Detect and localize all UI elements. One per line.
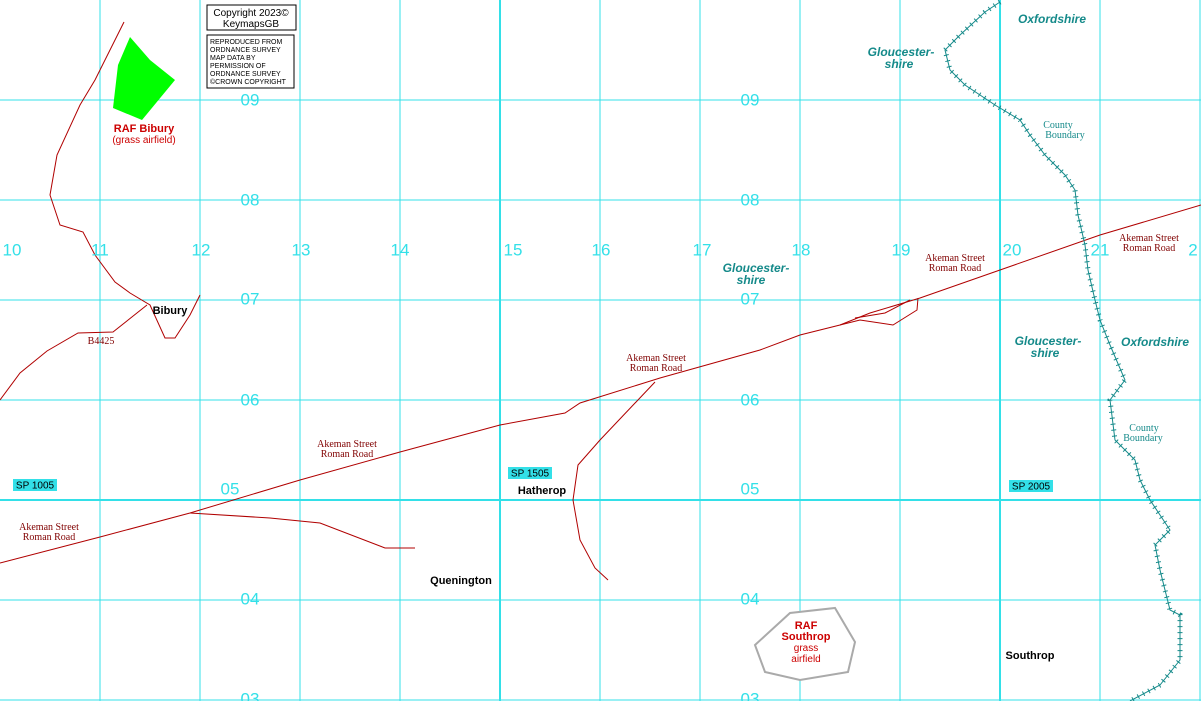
copyright-text: Copyright 2023©	[213, 8, 289, 19]
boundary-label: Boundary	[1045, 130, 1084, 141]
northing-label: 04	[741, 589, 760, 608]
road-label: Roman Road	[929, 263, 982, 274]
county-label: Gloucester-	[1015, 334, 1082, 348]
copyright: Copyright 2023© KeymapsGB REPRODUCED FRO…	[206, 4, 297, 89]
road-label: Akeman Street	[1119, 233, 1179, 244]
boundary-line	[944, 1, 1181, 701]
place-label: Hatherop	[518, 485, 567, 497]
easting-label: 19	[892, 240, 911, 259]
county-label: shire	[885, 57, 914, 71]
permission-line: REPRODUCED FROM	[210, 39, 283, 46]
place-label: Quenington	[430, 575, 492, 587]
boundary-label: Boundary	[1123, 433, 1162, 444]
county-label: Gloucester-	[868, 45, 935, 59]
easting-label: 16	[592, 240, 611, 259]
place-label: Bibury	[153, 305, 189, 317]
road	[0, 304, 148, 401]
boundary-label: County	[1129, 423, 1158, 434]
county-label: Oxfordshire	[1018, 12, 1086, 26]
permission-line: MAP DATA BY	[210, 55, 256, 62]
northing-label: 05	[221, 479, 240, 498]
northing-label: 09	[241, 90, 260, 109]
grid-square-box	[13, 479, 57, 491]
easting-label: 17	[693, 240, 712, 259]
easting-label: 18	[792, 240, 811, 259]
county-label: shire	[1031, 346, 1060, 360]
easting-label: 15	[504, 240, 523, 259]
airfield-name: Southrop	[782, 631, 831, 643]
northing-label: 06	[741, 390, 760, 409]
copyright-box	[206, 4, 297, 31]
places: Bibury Hatherop Quenington Southrop	[153, 305, 1055, 662]
airfield-note: grass	[794, 643, 818, 654]
northing-label: 04	[241, 589, 260, 608]
road-label: Roman Road	[1123, 243, 1176, 254]
northing-label: 03	[741, 689, 760, 701]
airfield-name: RAF Bibury	[114, 123, 175, 135]
road-label: Akeman Street	[626, 353, 686, 364]
permission-box	[206, 34, 295, 89]
road-label: Roman Road	[321, 449, 374, 460]
grid-square-label: SP 1505	[511, 469, 550, 480]
county-label: Oxfordshire	[1121, 335, 1189, 349]
easting-label: 10	[3, 240, 22, 259]
county-label: Gloucester-	[723, 261, 790, 275]
easting-label: 11	[91, 240, 109, 259]
airfield-name: RAF	[795, 620, 818, 632]
boundary-label: County	[1043, 120, 1072, 131]
grid-square-box	[1009, 480, 1053, 492]
airfield-note: (grass airfield)	[112, 135, 175, 146]
road	[49, 21, 201, 339]
northing-label: 05	[741, 479, 760, 498]
airfield-labels: RAF Bibury (grass airfield) RAF Southrop…	[112, 123, 830, 665]
road	[0, 204, 1201, 564]
county-labels: Oxfordshire Oxfordshire Gloucester- shir…	[723, 12, 1190, 444]
airfield-area	[113, 37, 175, 120]
easting-label: 12	[192, 240, 211, 259]
grid-squares: SP 1005 SP 1505 SP 2005	[13, 467, 1053, 493]
permission-line: PERMISSION OF	[210, 63, 266, 70]
grid-square-label: SP 2005	[1012, 482, 1051, 493]
road-label: Akeman Street	[925, 253, 985, 264]
road-label: Roman Road	[23, 532, 76, 543]
road	[189, 512, 415, 549]
northing-label: 08	[241, 190, 260, 209]
county-label: shire	[737, 273, 766, 287]
northing-label: 07	[241, 289, 260, 308]
road-label: Akeman Street	[317, 439, 377, 450]
easting-label: 2	[1188, 240, 1197, 259]
northing-label: 09	[741, 90, 760, 109]
boundary-marks	[942, 0, 1183, 701]
road	[854, 299, 911, 319]
road-labels: B4425 Akeman Street Roman Road Akeman St…	[19, 233, 1179, 543]
easting-label: 20	[1003, 240, 1022, 259]
road-label: Akeman Street	[19, 522, 79, 533]
place-label: Southrop	[1006, 650, 1055, 662]
road-label: Roman Road	[630, 363, 683, 374]
northing-label: 07	[741, 289, 760, 308]
easting-label: 14	[391, 240, 410, 259]
road-label: B4425	[88, 336, 115, 347]
grid-square-box	[508, 467, 552, 479]
easting-label: 21	[1091, 240, 1110, 259]
permission-line: ©CROWN COPYRIGHT	[210, 78, 287, 86]
permission-line: ORDNANCE SURVEY	[210, 47, 281, 54]
airfield-note: airfield	[791, 654, 820, 665]
northing-label: 06	[241, 390, 260, 409]
northing-label: 03	[241, 689, 260, 701]
northing-label: 08	[741, 190, 760, 209]
grid-square-label: SP 1005	[16, 481, 55, 492]
permission-line: ORDNANCE SURVEY	[210, 71, 281, 78]
copyright-brand: KeymapsGB	[223, 19, 279, 30]
grid-labels: 10 11 12 13 14 15 16 17 18 19 20 21 2 09 08 07 06 05 04 03 0…	[3, 90, 1198, 701]
easting-label: 13	[292, 240, 311, 259]
roads	[0, 21, 1201, 581]
road	[572, 381, 656, 581]
airfield-area	[753, 606, 857, 682]
road	[839, 297, 919, 326]
county-boundary	[942, 0, 1183, 701]
